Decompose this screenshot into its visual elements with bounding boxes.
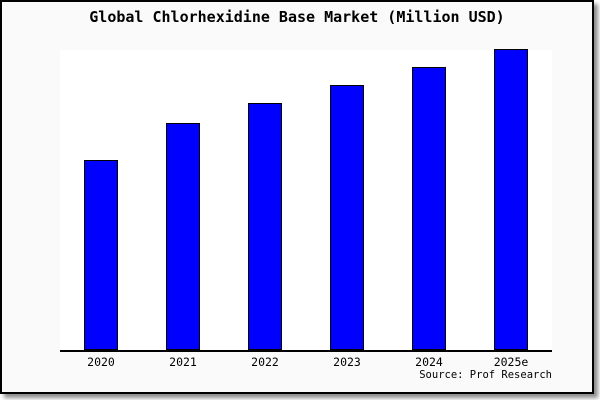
- bar-slot: [388, 67, 470, 350]
- bars-container: [60, 49, 552, 350]
- bar-2023: [330, 85, 364, 350]
- x-tick-label-2024: 2024: [415, 355, 443, 369]
- chart-title: Global Chlorhexidine Base Market (Millio…: [89, 8, 505, 26]
- x-tick-label-2020: 2020: [87, 355, 115, 369]
- bar-slot: [60, 160, 142, 350]
- bar-2025e: [494, 49, 528, 350]
- bar-2021: [166, 123, 200, 350]
- x-tick-label-2021: 2021: [169, 355, 197, 369]
- bar-2024: [412, 67, 446, 350]
- x-axis-labels: 2020 2021 2022 2023 2024 2025e: [60, 355, 552, 369]
- x-tick-label-2022: 2022: [251, 355, 279, 369]
- bar-slot: [142, 123, 224, 350]
- x-tick-label-2023: 2023: [333, 355, 361, 369]
- chart-frame: Global Chlorhexidine Base Market (Millio…: [0, 0, 594, 394]
- plot-area: [60, 49, 552, 352]
- source-credit: Source: Prof Research: [419, 369, 552, 381]
- bar-2020: [84, 160, 118, 350]
- bar-2022: [248, 103, 282, 350]
- bar-slot: [224, 103, 306, 350]
- x-tick-label-2025e: 2025e: [493, 355, 529, 369]
- bar-slot: [470, 49, 552, 350]
- bar-slot: [306, 85, 388, 350]
